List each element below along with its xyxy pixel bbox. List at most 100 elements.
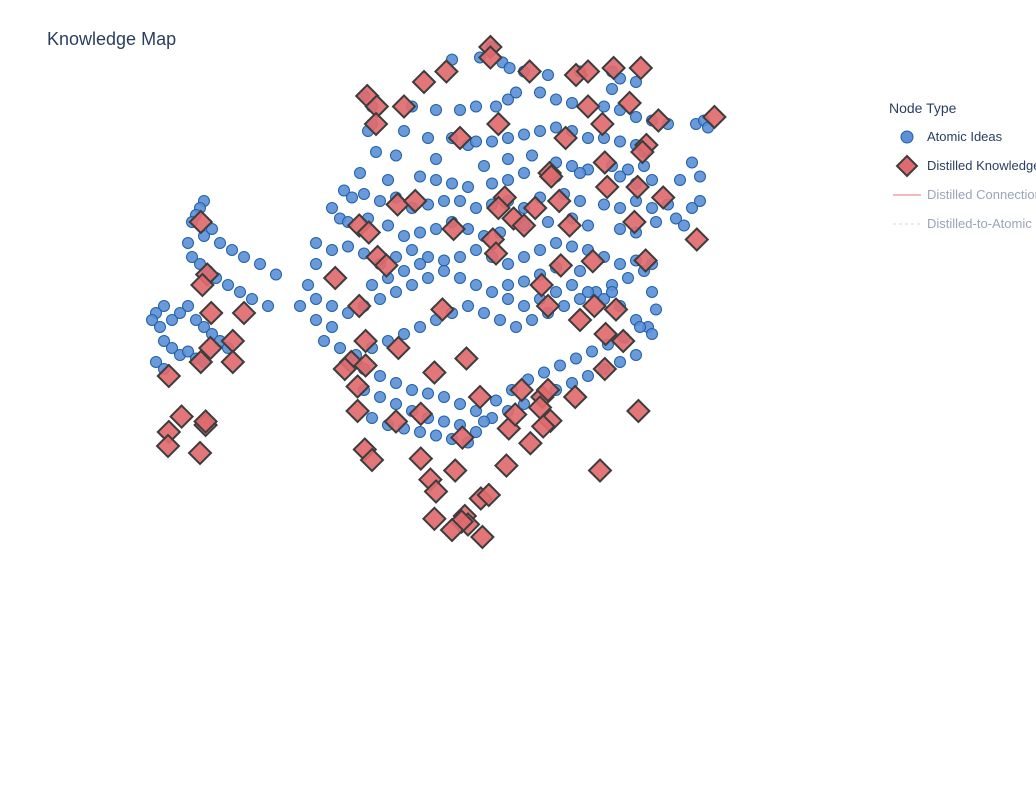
atomic-idea-point[interactable] xyxy=(226,244,238,256)
distilled-knowledge-point[interactable] xyxy=(169,404,195,430)
atomic-idea-point[interactable] xyxy=(574,195,586,207)
distilled-knowledge-point[interactable] xyxy=(356,220,382,245)
distilled-knowledge-point[interactable] xyxy=(625,398,651,424)
atomic-idea-point[interactable] xyxy=(370,146,382,158)
atomic-idea-point[interactable] xyxy=(430,174,442,186)
atomic-idea-point[interactable] xyxy=(438,195,450,207)
atomic-idea-point[interactable] xyxy=(510,321,522,333)
legend-item-distilled-knowledge[interactable]: Distilled Knowledge xyxy=(889,151,1036,180)
distilled-knowledge-point[interactable] xyxy=(421,360,447,385)
atomic-idea-point[interactable] xyxy=(646,174,658,186)
atomic-idea-point[interactable] xyxy=(454,272,466,284)
atomic-idea-point[interactable] xyxy=(502,279,514,291)
atomic-idea-point[interactable] xyxy=(446,177,458,190)
atomic-idea-point[interactable] xyxy=(486,135,498,148)
atomic-idea-point[interactable] xyxy=(454,195,466,207)
atomic-idea-point[interactable] xyxy=(310,258,322,270)
atomic-idea-point[interactable] xyxy=(430,153,442,165)
atomic-idea-point[interactable] xyxy=(614,356,626,368)
distilled-knowledge-point[interactable] xyxy=(363,111,389,137)
distilled-knowledge-point[interactable] xyxy=(621,209,647,235)
atomic-idea-point[interactable] xyxy=(198,321,210,333)
atomic-idea-point[interactable] xyxy=(374,195,386,207)
legend-item-distilled-to-atomic[interactable]: Distilled-to-Atomic xyxy=(889,209,1036,238)
atomic-idea-point[interactable] xyxy=(438,415,450,428)
atomic-idea-point[interactable] xyxy=(674,174,686,186)
atomic-idea-point[interactable] xyxy=(526,149,538,162)
atomic-idea-point[interactable] xyxy=(310,314,322,326)
distilled-knowledge-point[interactable] xyxy=(517,59,543,84)
atomic-idea-point[interactable] xyxy=(470,426,482,438)
atomic-idea-point[interactable] xyxy=(566,160,578,172)
atomic-idea-point[interactable] xyxy=(422,132,434,144)
atomic-idea-point[interactable] xyxy=(222,279,234,291)
distilled-knowledge-point[interactable] xyxy=(628,55,654,81)
distilled-knowledge-point[interactable] xyxy=(557,213,583,238)
atomic-idea-point[interactable] xyxy=(470,405,482,417)
atomic-idea-point[interactable] xyxy=(186,251,198,263)
distilled-knowledge-point[interactable] xyxy=(402,188,428,214)
distilled-knowledge-point[interactable] xyxy=(383,409,409,434)
atomic-idea-point[interactable] xyxy=(326,300,338,312)
distilled-knowledge-point[interactable] xyxy=(567,307,593,333)
atomic-idea-point[interactable] xyxy=(358,188,370,200)
atomic-idea-point[interactable] xyxy=(518,251,530,263)
distilled-knowledge-point[interactable] xyxy=(187,440,213,466)
distilled-knowledge-point[interactable] xyxy=(587,458,613,483)
atomic-idea-point[interactable] xyxy=(502,153,514,165)
atomic-idea-point[interactable] xyxy=(470,135,482,148)
atomic-idea-point[interactable] xyxy=(622,272,634,284)
distilled-knowledge-point[interactable] xyxy=(527,395,553,420)
distilled-knowledge-point[interactable] xyxy=(633,248,659,273)
atomic-idea-point[interactable] xyxy=(438,391,450,403)
atomic-idea-point[interactable] xyxy=(390,398,402,410)
atomic-idea-point[interactable] xyxy=(254,258,266,270)
distilled-knowledge-point[interactable] xyxy=(530,413,556,439)
atomic-idea-point[interactable] xyxy=(430,429,442,442)
atomic-idea-point[interactable] xyxy=(310,293,322,305)
atomic-idea-point[interactable] xyxy=(502,132,514,144)
atomic-idea-point[interactable] xyxy=(614,135,626,148)
atomic-idea-point[interactable] xyxy=(390,251,402,263)
atomic-idea-point[interactable] xyxy=(490,394,502,407)
atomic-idea-point[interactable] xyxy=(678,219,690,232)
atomic-idea-point[interactable] xyxy=(502,258,514,270)
atomic-idea-point[interactable] xyxy=(582,219,594,232)
atomic-idea-point[interactable] xyxy=(538,366,550,379)
distilled-knowledge-point[interactable] xyxy=(592,150,618,175)
distilled-knowledge-point[interactable] xyxy=(610,328,636,354)
atomic-idea-point[interactable] xyxy=(342,307,354,319)
atomic-idea-point[interactable] xyxy=(630,111,642,123)
distilled-knowledge-point[interactable] xyxy=(529,272,555,298)
distilled-knowledge-point[interactable] xyxy=(391,94,417,119)
distilled-knowledge-point[interactable] xyxy=(581,293,607,319)
atomic-idea-point[interactable] xyxy=(154,321,166,333)
distilled-knowledge-point[interactable] xyxy=(441,216,467,242)
atomic-idea-point[interactable] xyxy=(238,251,250,263)
distilled-knowledge-point[interactable] xyxy=(345,398,371,424)
distilled-knowledge-point[interactable] xyxy=(449,425,475,451)
atomic-idea-point[interactable] xyxy=(570,352,582,365)
distilled-knowledge-point[interactable] xyxy=(411,69,437,95)
atomic-idea-point[interactable] xyxy=(686,156,698,169)
atomic-idea-point[interactable] xyxy=(326,244,338,256)
distilled-knowledge-point[interactable] xyxy=(575,94,601,119)
distilled-knowledge-point[interactable] xyxy=(156,363,182,389)
distilled-knowledge-point[interactable] xyxy=(535,377,561,403)
atomic-idea-point[interactable] xyxy=(346,191,358,204)
atomic-idea-point[interactable] xyxy=(366,412,378,424)
distilled-knowledge-point[interactable] xyxy=(322,265,348,291)
atomic-idea-point[interactable] xyxy=(478,415,490,428)
atomic-idea-point[interactable] xyxy=(534,125,546,137)
atomic-idea-point[interactable] xyxy=(566,279,578,291)
atomic-idea-point[interactable] xyxy=(214,237,226,249)
distilled-knowledge-point[interactable] xyxy=(346,293,372,319)
atomic-idea-point[interactable] xyxy=(550,93,562,106)
atomic-idea-point[interactable] xyxy=(398,265,410,277)
distilled-knowledge-point[interactable] xyxy=(483,241,509,266)
distilled-knowledge-point[interactable] xyxy=(408,446,434,472)
atomic-idea-point[interactable] xyxy=(470,279,482,291)
distilled-knowledge-point[interactable] xyxy=(589,111,615,137)
distilled-knowledge-point[interactable] xyxy=(684,227,710,252)
